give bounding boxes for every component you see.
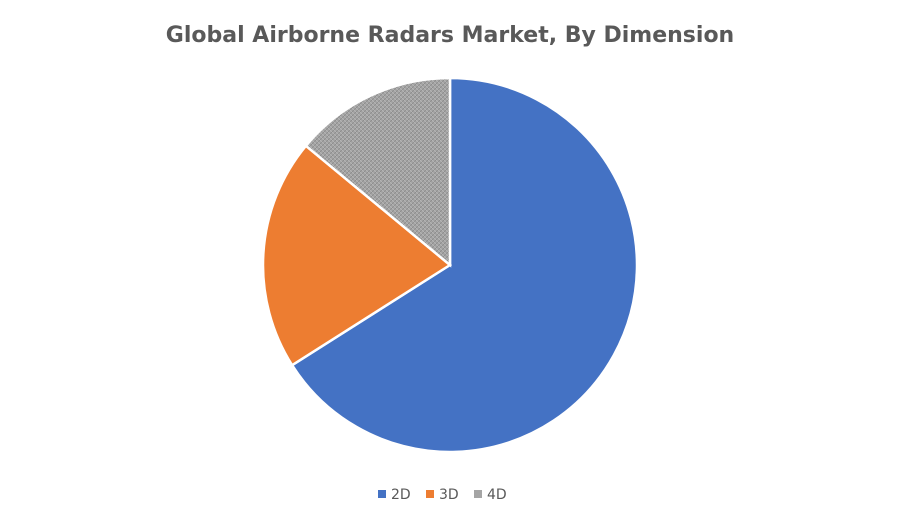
legend-marker: [378, 490, 386, 498]
pie-slice: [261, 144, 453, 367]
legend-text: 2D: [391, 487, 411, 503]
legend-marker: [474, 490, 482, 498]
legend-marker: [426, 490, 434, 498]
pie-slice: [290, 76, 639, 454]
legend-text: 4D: [487, 487, 507, 503]
pie-slice: [304, 76, 452, 268]
legend-text: 3D: [439, 487, 459, 503]
chart-title: Global Airborne Radars Market, By Dimens…: [166, 23, 734, 48]
